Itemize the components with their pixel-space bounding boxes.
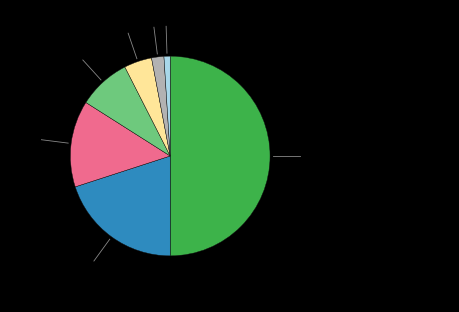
Wedge shape [75, 156, 170, 256]
Wedge shape [86, 67, 170, 156]
Wedge shape [70, 103, 170, 187]
Wedge shape [170, 56, 269, 256]
Wedge shape [124, 58, 170, 156]
Wedge shape [151, 56, 170, 156]
Wedge shape [163, 56, 170, 156]
